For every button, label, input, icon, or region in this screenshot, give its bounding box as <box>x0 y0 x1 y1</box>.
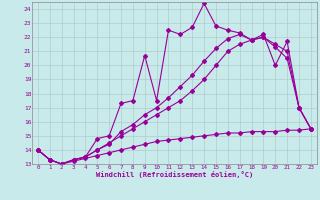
X-axis label: Windchill (Refroidissement éolien,°C): Windchill (Refroidissement éolien,°C) <box>96 171 253 178</box>
